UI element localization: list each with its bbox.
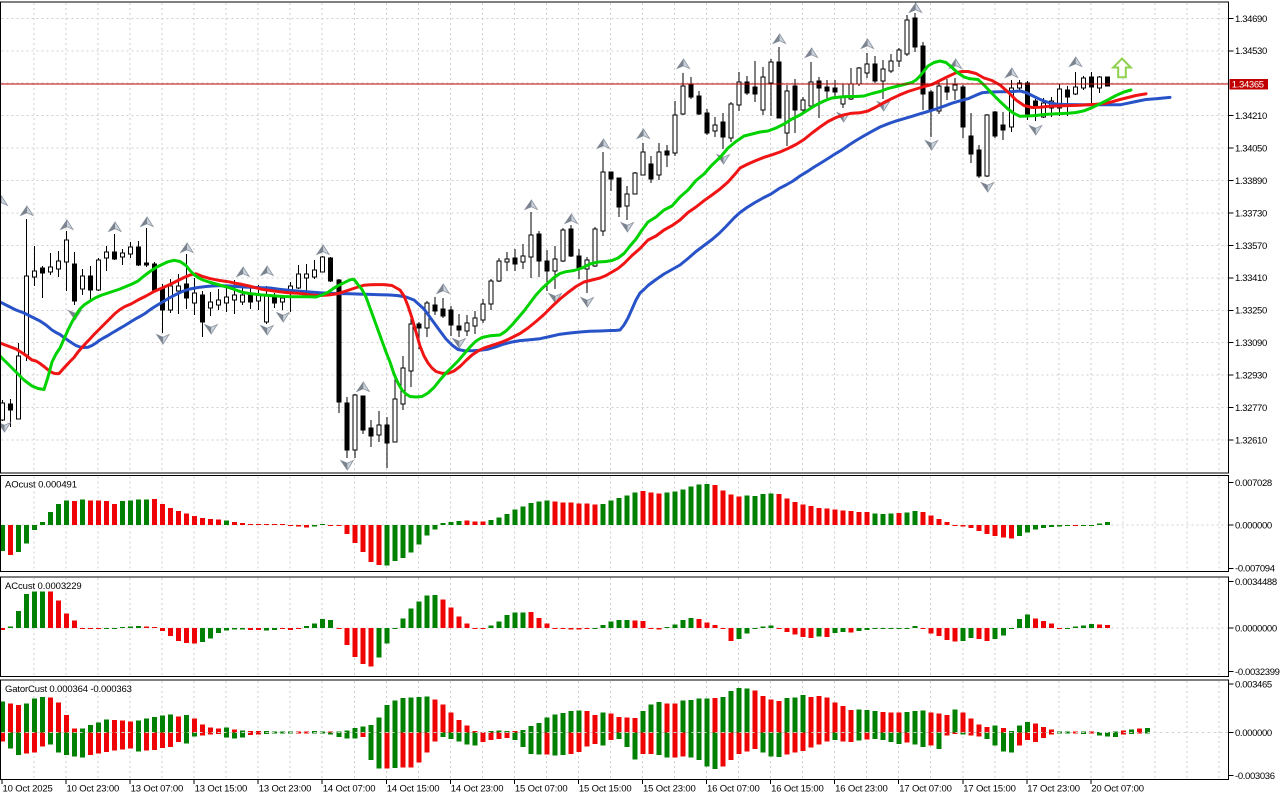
svg-text:0.0034488: 0.0034488	[1235, 577, 1277, 588]
svg-text:15 Oct 23:00: 15 Oct 23:00	[643, 784, 696, 795]
svg-text:0.003465: 0.003465	[1235, 679, 1272, 690]
svg-text:14 Oct 23:00: 14 Oct 23:00	[451, 784, 504, 795]
svg-text:0.000000: 0.000000	[1235, 520, 1272, 531]
svg-text:14 Oct 07:00: 14 Oct 07:00	[323, 784, 376, 795]
svg-text:13 Oct 07:00: 13 Oct 07:00	[131, 784, 184, 795]
svg-text:1.34210: 1.34210	[1235, 111, 1267, 122]
svg-text:17 Oct 15:00: 17 Oct 15:00	[963, 784, 1016, 795]
svg-text:-0.003036: -0.003036	[1235, 771, 1275, 782]
svg-text:0.0000000: 0.0000000	[1235, 623, 1277, 634]
svg-text:1.34050: 1.34050	[1235, 144, 1267, 155]
svg-text:AOcust 0.000491: AOcust 0.000491	[5, 479, 77, 490]
svg-text:17 Oct 07:00: 17 Oct 07:00	[899, 784, 952, 795]
svg-text:13 Oct 23:00: 13 Oct 23:00	[259, 784, 312, 795]
svg-text:-0.0032399: -0.0032399	[1235, 667, 1280, 678]
svg-text:GatorCust 0.000364 -0.000363: GatorCust 0.000364 -0.000363	[5, 684, 132, 695]
svg-text:16 Oct 07:00: 16 Oct 07:00	[707, 784, 760, 795]
svg-text:1.33890: 1.33890	[1235, 176, 1267, 187]
svg-text:20 Oct 07:00: 20 Oct 07:00	[1091, 784, 1144, 795]
svg-text:-0.007094: -0.007094	[1235, 564, 1275, 575]
svg-text:1.34530: 1.34530	[1235, 46, 1267, 57]
svg-text:1.32610: 1.32610	[1235, 435, 1267, 446]
svg-text:15 Oct 15:00: 15 Oct 15:00	[579, 784, 632, 795]
svg-text:0.007028: 0.007028	[1235, 478, 1272, 489]
svg-text:16 Oct 23:00: 16 Oct 23:00	[835, 784, 888, 795]
svg-text:1.32930: 1.32930	[1235, 371, 1267, 382]
svg-text:1.33730: 1.33730	[1235, 208, 1267, 219]
svg-text:1.33090: 1.33090	[1235, 338, 1267, 349]
svg-text:14 Oct 15:00: 14 Oct 15:00	[387, 784, 440, 795]
svg-text:ACcust 0.0003229: ACcust 0.0003229	[5, 581, 82, 592]
svg-text:1.34365: 1.34365	[1232, 80, 1264, 91]
svg-text:1.33570: 1.33570	[1235, 241, 1267, 252]
svg-text:1.32770: 1.32770	[1235, 403, 1267, 414]
svg-text:10 Oct 23:00: 10 Oct 23:00	[67, 784, 120, 795]
svg-text:1.33410: 1.33410	[1235, 273, 1267, 284]
svg-text:10 Oct 2025: 10 Oct 2025	[3, 784, 53, 795]
svg-text:13 Oct 15:00: 13 Oct 15:00	[195, 784, 248, 795]
svg-text:16 Oct 15:00: 16 Oct 15:00	[771, 784, 824, 795]
svg-text:17 Oct 23:00: 17 Oct 23:00	[1027, 784, 1080, 795]
svg-text:15 Oct 07:00: 15 Oct 07:00	[515, 784, 568, 795]
svg-text:0.000000: 0.000000	[1235, 728, 1272, 739]
svg-text:1.33250: 1.33250	[1235, 306, 1267, 317]
svg-text:1.34690: 1.34690	[1235, 14, 1267, 25]
